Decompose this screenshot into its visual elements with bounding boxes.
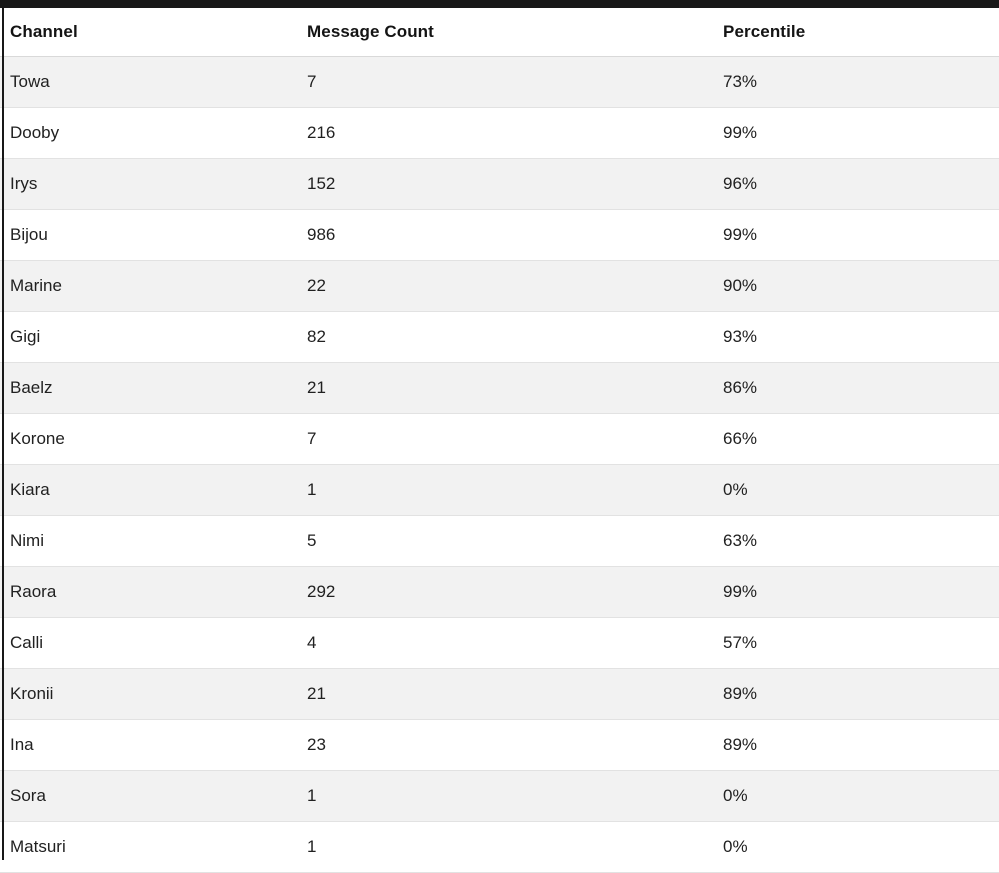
- cell-percentile: 0%: [713, 770, 999, 822]
- cell-messages: 152: [297, 158, 713, 210]
- cell-channel: Raora: [0, 566, 297, 618]
- cell-percentile: 89%: [713, 668, 999, 720]
- table-row: Marine 22 90%: [0, 260, 999, 312]
- cell-messages: 7: [297, 56, 713, 108]
- cell-channel: Nimi: [0, 515, 297, 567]
- table-row: Irys 152 96%: [0, 158, 999, 210]
- cell-channel: Kronii: [0, 668, 297, 720]
- cell-messages: 22: [297, 260, 713, 312]
- cell-percentile: 99%: [713, 107, 999, 159]
- header-row: Channel Message Count Percentile: [0, 8, 999, 57]
- cell-messages: 986: [297, 209, 713, 261]
- cell-channel: Baelz: [0, 362, 297, 414]
- cell-messages: 4: [297, 617, 713, 669]
- table-row: Baelz 21 86%: [0, 362, 999, 414]
- cell-messages: 292: [297, 566, 713, 618]
- cell-channel: Korone: [0, 413, 297, 465]
- cell-channel: Calli: [0, 617, 297, 669]
- table-row: Raora 292 99%: [0, 566, 999, 618]
- cell-messages: 7: [297, 413, 713, 465]
- table-row: Nimi 5 63%: [0, 515, 999, 567]
- cell-messages: 21: [297, 668, 713, 720]
- cell-channel: Matsuri: [0, 821, 297, 873]
- cell-percentile: 0%: [713, 464, 999, 516]
- table-body: Towa 7 73% Dooby 216 99% Irys 152 96% Bi…: [0, 56, 999, 873]
- cell-channel: Bijou: [0, 209, 297, 261]
- cell-percentile: 63%: [713, 515, 999, 567]
- table-row: Bijou 986 99%: [0, 209, 999, 261]
- table-row: Sora 1 0%: [0, 770, 999, 822]
- cell-messages: 82: [297, 311, 713, 363]
- left-dark-edge: [2, 0, 4, 860]
- cell-channel: Marine: [0, 260, 297, 312]
- column-header-percentile: Percentile: [713, 8, 999, 57]
- table-row: Dooby 216 99%: [0, 107, 999, 159]
- cell-percentile: 86%: [713, 362, 999, 414]
- cell-messages: 1: [297, 821, 713, 873]
- column-header-channel: Channel: [0, 8, 297, 57]
- cell-channel: Irys: [0, 158, 297, 210]
- top-dark-edge: [0, 0, 999, 8]
- cell-messages: 216: [297, 107, 713, 159]
- cell-percentile: 99%: [713, 209, 999, 261]
- table-row: Korone 7 66%: [0, 413, 999, 465]
- cell-channel: Ina: [0, 719, 297, 771]
- cell-channel: Towa: [0, 56, 297, 108]
- table-row: Ina 23 89%: [0, 719, 999, 771]
- channel-stats-table: Channel Message Count Percentile Towa 7 …: [0, 8, 999, 873]
- table-row: Kiara 1 0%: [0, 464, 999, 516]
- cell-channel: Dooby: [0, 107, 297, 159]
- cell-messages: 1: [297, 770, 713, 822]
- cell-percentile: 57%: [713, 617, 999, 669]
- cell-messages: 21: [297, 362, 713, 414]
- table-row: Calli 4 57%: [0, 617, 999, 669]
- cell-percentile: 66%: [713, 413, 999, 465]
- table-row: Kronii 21 89%: [0, 668, 999, 720]
- cell-percentile: 90%: [713, 260, 999, 312]
- table-header: Channel Message Count Percentile: [0, 8, 999, 57]
- cell-percentile: 0%: [713, 821, 999, 873]
- table-row: Towa 7 73%: [0, 56, 999, 108]
- table-row: Gigi 82 93%: [0, 311, 999, 363]
- cell-messages: 1: [297, 464, 713, 516]
- cell-messages: 23: [297, 719, 713, 771]
- column-header-message-count: Message Count: [297, 8, 713, 57]
- cell-channel: Kiara: [0, 464, 297, 516]
- cell-percentile: 89%: [713, 719, 999, 771]
- cell-channel: Sora: [0, 770, 297, 822]
- cell-percentile: 73%: [713, 56, 999, 108]
- cell-percentile: 93%: [713, 311, 999, 363]
- cell-percentile: 99%: [713, 566, 999, 618]
- cell-channel: Gigi: [0, 311, 297, 363]
- cell-percentile: 96%: [713, 158, 999, 210]
- table-row: Matsuri 1 0%: [0, 821, 999, 873]
- cell-messages: 5: [297, 515, 713, 567]
